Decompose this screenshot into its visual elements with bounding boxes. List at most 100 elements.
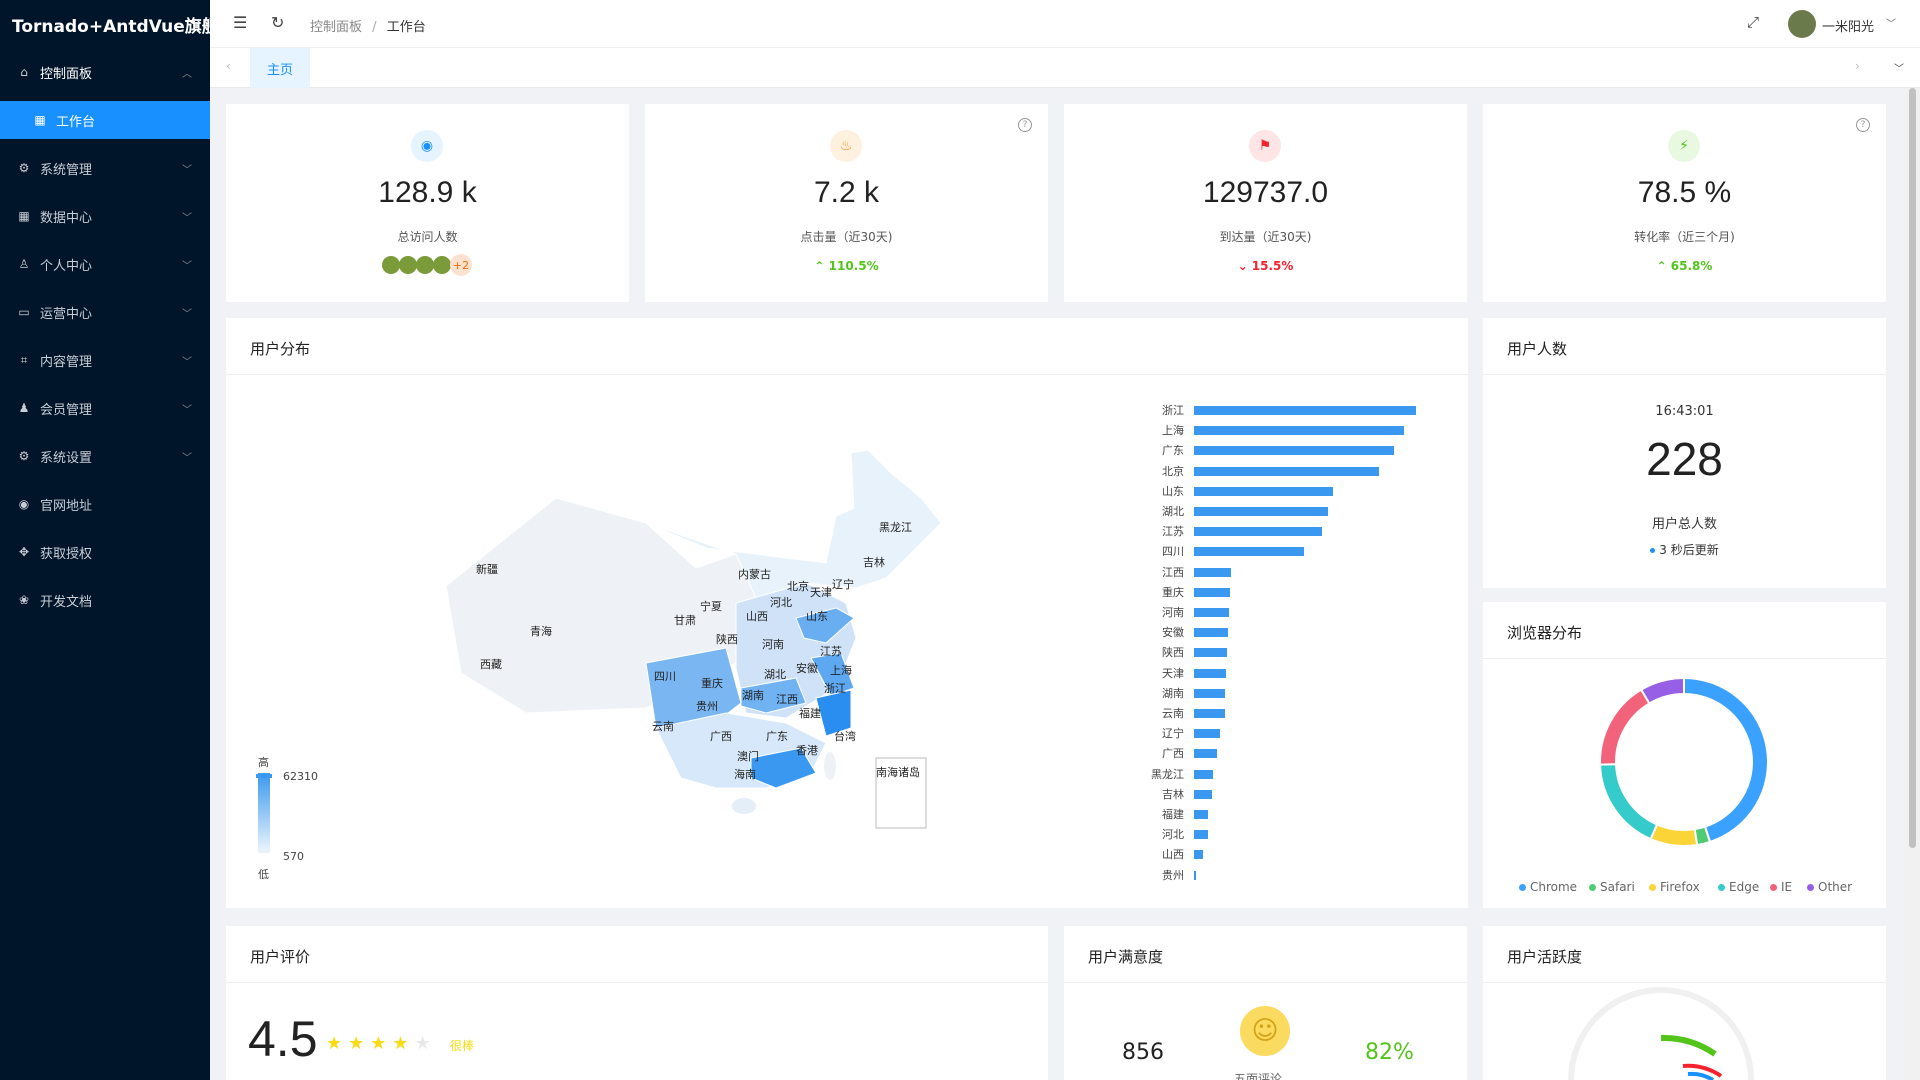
bar-rect[interactable] xyxy=(1194,709,1225,718)
bar-rect[interactable] xyxy=(1194,668,1226,678)
star-icon[interactable]: ★ xyxy=(326,1033,349,1054)
top-header: ☰ ↻ 控制面板 / 工作台 ⤢ 一米阳光 ﹀ xyxy=(210,0,1920,48)
bar-category-label: 江西 xyxy=(1162,565,1184,579)
legend-item-safari[interactable]: Safari xyxy=(1589,880,1635,894)
app-logo[interactable]: Tornado+AntdVue旗舰 xyxy=(0,0,210,48)
bar-rect[interactable] xyxy=(1194,850,1203,860)
sidebar-item-settings[interactable]: ⚙ 系统设置 ﹀ xyxy=(0,432,210,480)
legend-low-label: 低 xyxy=(258,868,269,881)
browser-donut-chart[interactable] xyxy=(1483,602,1886,908)
legend-item-chrome[interactable]: Chrome xyxy=(1519,880,1577,894)
legend-item-edge[interactable]: Edge xyxy=(1718,880,1759,894)
username[interactable]: 一米阳光 xyxy=(1822,20,1875,35)
chevron-down-icon[interactable]: ﹀ xyxy=(1886,19,1896,30)
trend-up: ⌃ 65.8% xyxy=(1483,259,1886,273)
bar-rect[interactable] xyxy=(1194,466,1380,476)
donut-slice-other[interactable] xyxy=(1639,676,1685,705)
sidebar-item-website[interactable]: ◉ 官网地址 xyxy=(0,480,210,528)
chevron-right-icon[interactable]: › xyxy=(1855,59,1860,73)
breadcrumb-item[interactable]: 控制面板 xyxy=(310,20,363,35)
bar-rect[interactable] xyxy=(1194,426,1405,436)
map-province-label: 安徽 xyxy=(796,662,818,675)
bar-rect[interactable] xyxy=(1194,688,1226,698)
sidebar-item-members[interactable]: ♟ 会员管理 ﹀ xyxy=(0,384,210,432)
donut-slice-firefox[interactable] xyxy=(1649,823,1699,847)
donut-slice-ie[interactable] xyxy=(1599,688,1651,766)
gauge-arc-red xyxy=(1682,1063,1723,1078)
stat-value: 128.9 k xyxy=(378,176,477,209)
sidebar-item-system[interactable]: ⚙ 系统管理 ﹀ xyxy=(0,144,210,192)
trend-value: 15.5% xyxy=(1251,259,1294,273)
chevron-down-icon: ﹀ xyxy=(182,260,192,272)
gear-icon: ⚙ xyxy=(18,161,30,175)
avatar xyxy=(433,256,451,274)
bar-category-label: 黑龙江 xyxy=(1151,767,1184,781)
fullscreen-icon[interactable]: ⤢ xyxy=(1747,13,1760,31)
bar-category-label: 浙江 xyxy=(1162,404,1184,417)
scrollbar-thumb[interactable] xyxy=(1909,88,1916,848)
sidebar-item-data[interactable]: ▦ 数据中心 ﹀ xyxy=(0,192,210,240)
sidebar-item-docs[interactable]: ❀ 开发文档 xyxy=(0,576,210,624)
bar-rect[interactable] xyxy=(1194,608,1229,617)
star-icon[interactable]: ★ xyxy=(370,1033,393,1054)
map-province-label: 台湾 xyxy=(834,730,856,743)
chevron-down-icon[interactable]: ﹀ xyxy=(1894,64,1904,75)
map-province-label: 江西 xyxy=(776,693,798,706)
scrollbar-track[interactable] xyxy=(1905,88,1920,1080)
sidebar-item-content[interactable]: ⌗ 内容管理 ﹀ xyxy=(0,336,210,384)
legend-item-firefox[interactable]: Firefox xyxy=(1649,880,1700,894)
bar-rect[interactable] xyxy=(1194,507,1328,516)
tab-home[interactable]: 主页 xyxy=(250,48,310,88)
arrow-down-icon: ⌄ xyxy=(1237,259,1252,273)
menu-fold-icon[interactable]: ☰ xyxy=(233,13,248,32)
china-map[interactable] xyxy=(226,318,1468,908)
bar-category-label: 北京 xyxy=(1162,464,1184,478)
bar-rect[interactable] xyxy=(1194,648,1227,658)
bar-rect[interactable] xyxy=(1194,769,1213,779)
donut-slice-chrome[interactable] xyxy=(1683,676,1769,844)
bar-category-label: 广西 xyxy=(1162,747,1184,761)
sidebar-item-operations[interactable]: ▭ 运营中心 ﹀ xyxy=(0,288,210,336)
bar-category-label: 福建 xyxy=(1162,808,1184,821)
gauge-arc-blue xyxy=(1687,1071,1715,1080)
bar-rect[interactable] xyxy=(1194,870,1197,880)
bar-rect[interactable] xyxy=(1194,810,1209,819)
bar-rect[interactable] xyxy=(1194,406,1416,415)
bar-rect[interactable] xyxy=(1194,628,1228,638)
star-icon[interactable]: ★ xyxy=(348,1033,371,1054)
bar-rect[interactable] xyxy=(1194,789,1213,799)
bar-rect[interactable] xyxy=(1194,547,1305,557)
bar-rect[interactable] xyxy=(1194,567,1231,577)
refresh-icon[interactable]: ↻ xyxy=(271,13,285,32)
map-province-label: 福建 xyxy=(799,707,821,720)
bar-rect[interactable] xyxy=(1194,446,1394,456)
divider xyxy=(1483,982,1886,983)
sidebar-item-dashboard[interactable]: ⌂ 控制面板 ︿ xyxy=(0,48,210,96)
bar-rect[interactable] xyxy=(1194,587,1230,597)
legend-item-other[interactable]: Other xyxy=(1807,880,1852,894)
bar-rect[interactable] xyxy=(1194,527,1323,537)
star-icon[interactable]: ★ xyxy=(392,1033,415,1054)
breadcrumb: 控制面板 / 工作台 xyxy=(310,16,426,35)
star-icon[interactable]: ★ xyxy=(414,1033,437,1054)
legend-item-ie[interactable]: IE xyxy=(1770,880,1792,894)
app-title: Tornado+AntdVue旗舰 xyxy=(12,16,210,37)
legend-dot xyxy=(1770,884,1777,891)
stat-card-conversion: ? ⚡ 78.5 % 转化率（近三个月) ⌃ 65.8% xyxy=(1483,104,1886,302)
rating-stars[interactable]: ★★★★★ xyxy=(326,1033,437,1054)
bar-rect[interactable] xyxy=(1194,830,1208,840)
sidebar-item-personal[interactable]: ♙ 个人中心 ﹀ xyxy=(0,240,210,288)
avatar[interactable] xyxy=(1788,10,1816,38)
map-province-label: 山东 xyxy=(806,610,828,623)
help-icon[interactable]: ? xyxy=(1018,118,1032,132)
bar-rect[interactable] xyxy=(1194,749,1218,759)
chevron-left-icon[interactable]: ‹ xyxy=(226,59,231,73)
bar-rect[interactable] xyxy=(1194,729,1220,739)
sidebar-item-workbench[interactable]: ▦ 工作台 xyxy=(0,101,210,139)
donut-slice-edge[interactable] xyxy=(1599,763,1659,841)
arrow-up-icon: ⌃ xyxy=(814,259,829,273)
map-region-shandong xyxy=(795,607,855,644)
help-icon[interactable]: ? xyxy=(1856,118,1870,132)
sidebar-item-license[interactable]: ✥ 获取授权 xyxy=(0,528,210,576)
bar-rect[interactable] xyxy=(1194,486,1333,496)
